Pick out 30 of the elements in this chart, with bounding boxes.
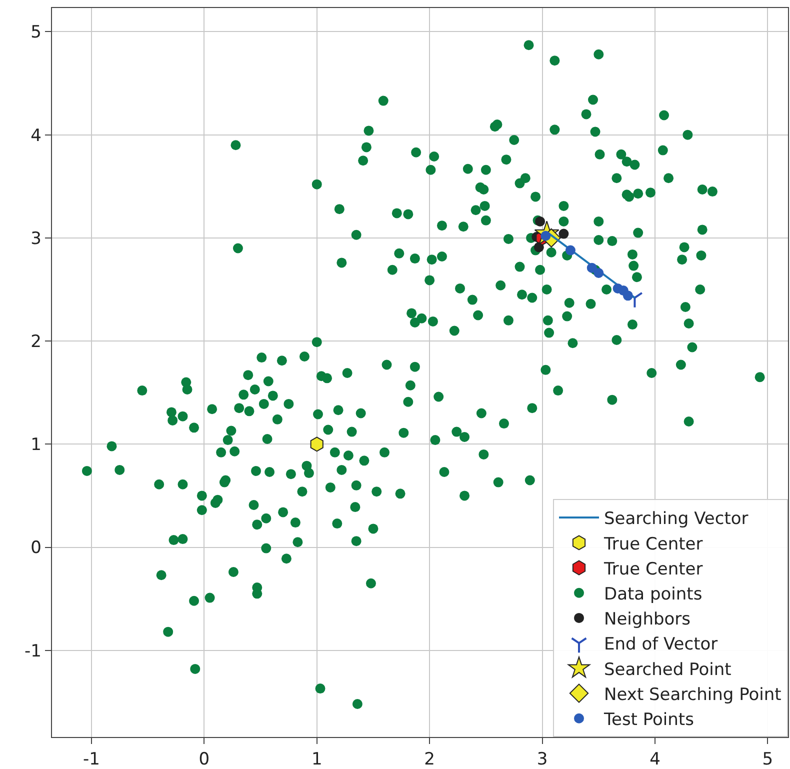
point	[310, 436, 324, 452]
legend-label: Test Points	[603, 710, 694, 730]
legend-label: Searching Vector	[604, 509, 748, 530]
legend-label: End of Vector	[604, 634, 718, 655]
legend-label: True Center	[603, 534, 703, 554]
point	[558, 228, 569, 239]
legend-label: True Center	[603, 559, 703, 580]
x-tick-label: 1	[311, 750, 322, 769]
y-tick-label: 1	[30, 435, 42, 456]
legend-label: Next Searching Point	[604, 684, 782, 705]
y-tick-label: 3	[30, 228, 42, 249]
point	[594, 268, 604, 278]
legend-label: Neighbors	[604, 610, 691, 630]
y-tick-label: 4	[30, 126, 42, 146]
x-tick-label: 4	[650, 750, 660, 769]
point	[565, 245, 576, 256]
legend-label: Searched Point	[604, 660, 732, 680]
x-tick-label: -1	[82, 750, 100, 769]
legend-label: Data points	[604, 584, 702, 604]
x-tick-label: 5	[762, 750, 774, 769]
point	[535, 216, 546, 226]
x-tick-label: 3	[536, 750, 548, 769]
y-tick-label: 2	[30, 332, 42, 352]
point	[586, 262, 597, 273]
y-tick-label: -1	[24, 641, 42, 662]
x-tick-label: 2	[424, 750, 435, 769]
y-tick-label: 5	[30, 22, 42, 43]
x-tick-label: 0	[198, 750, 210, 769]
y-tick-label: 0	[30, 538, 42, 558]
point	[622, 290, 633, 301]
